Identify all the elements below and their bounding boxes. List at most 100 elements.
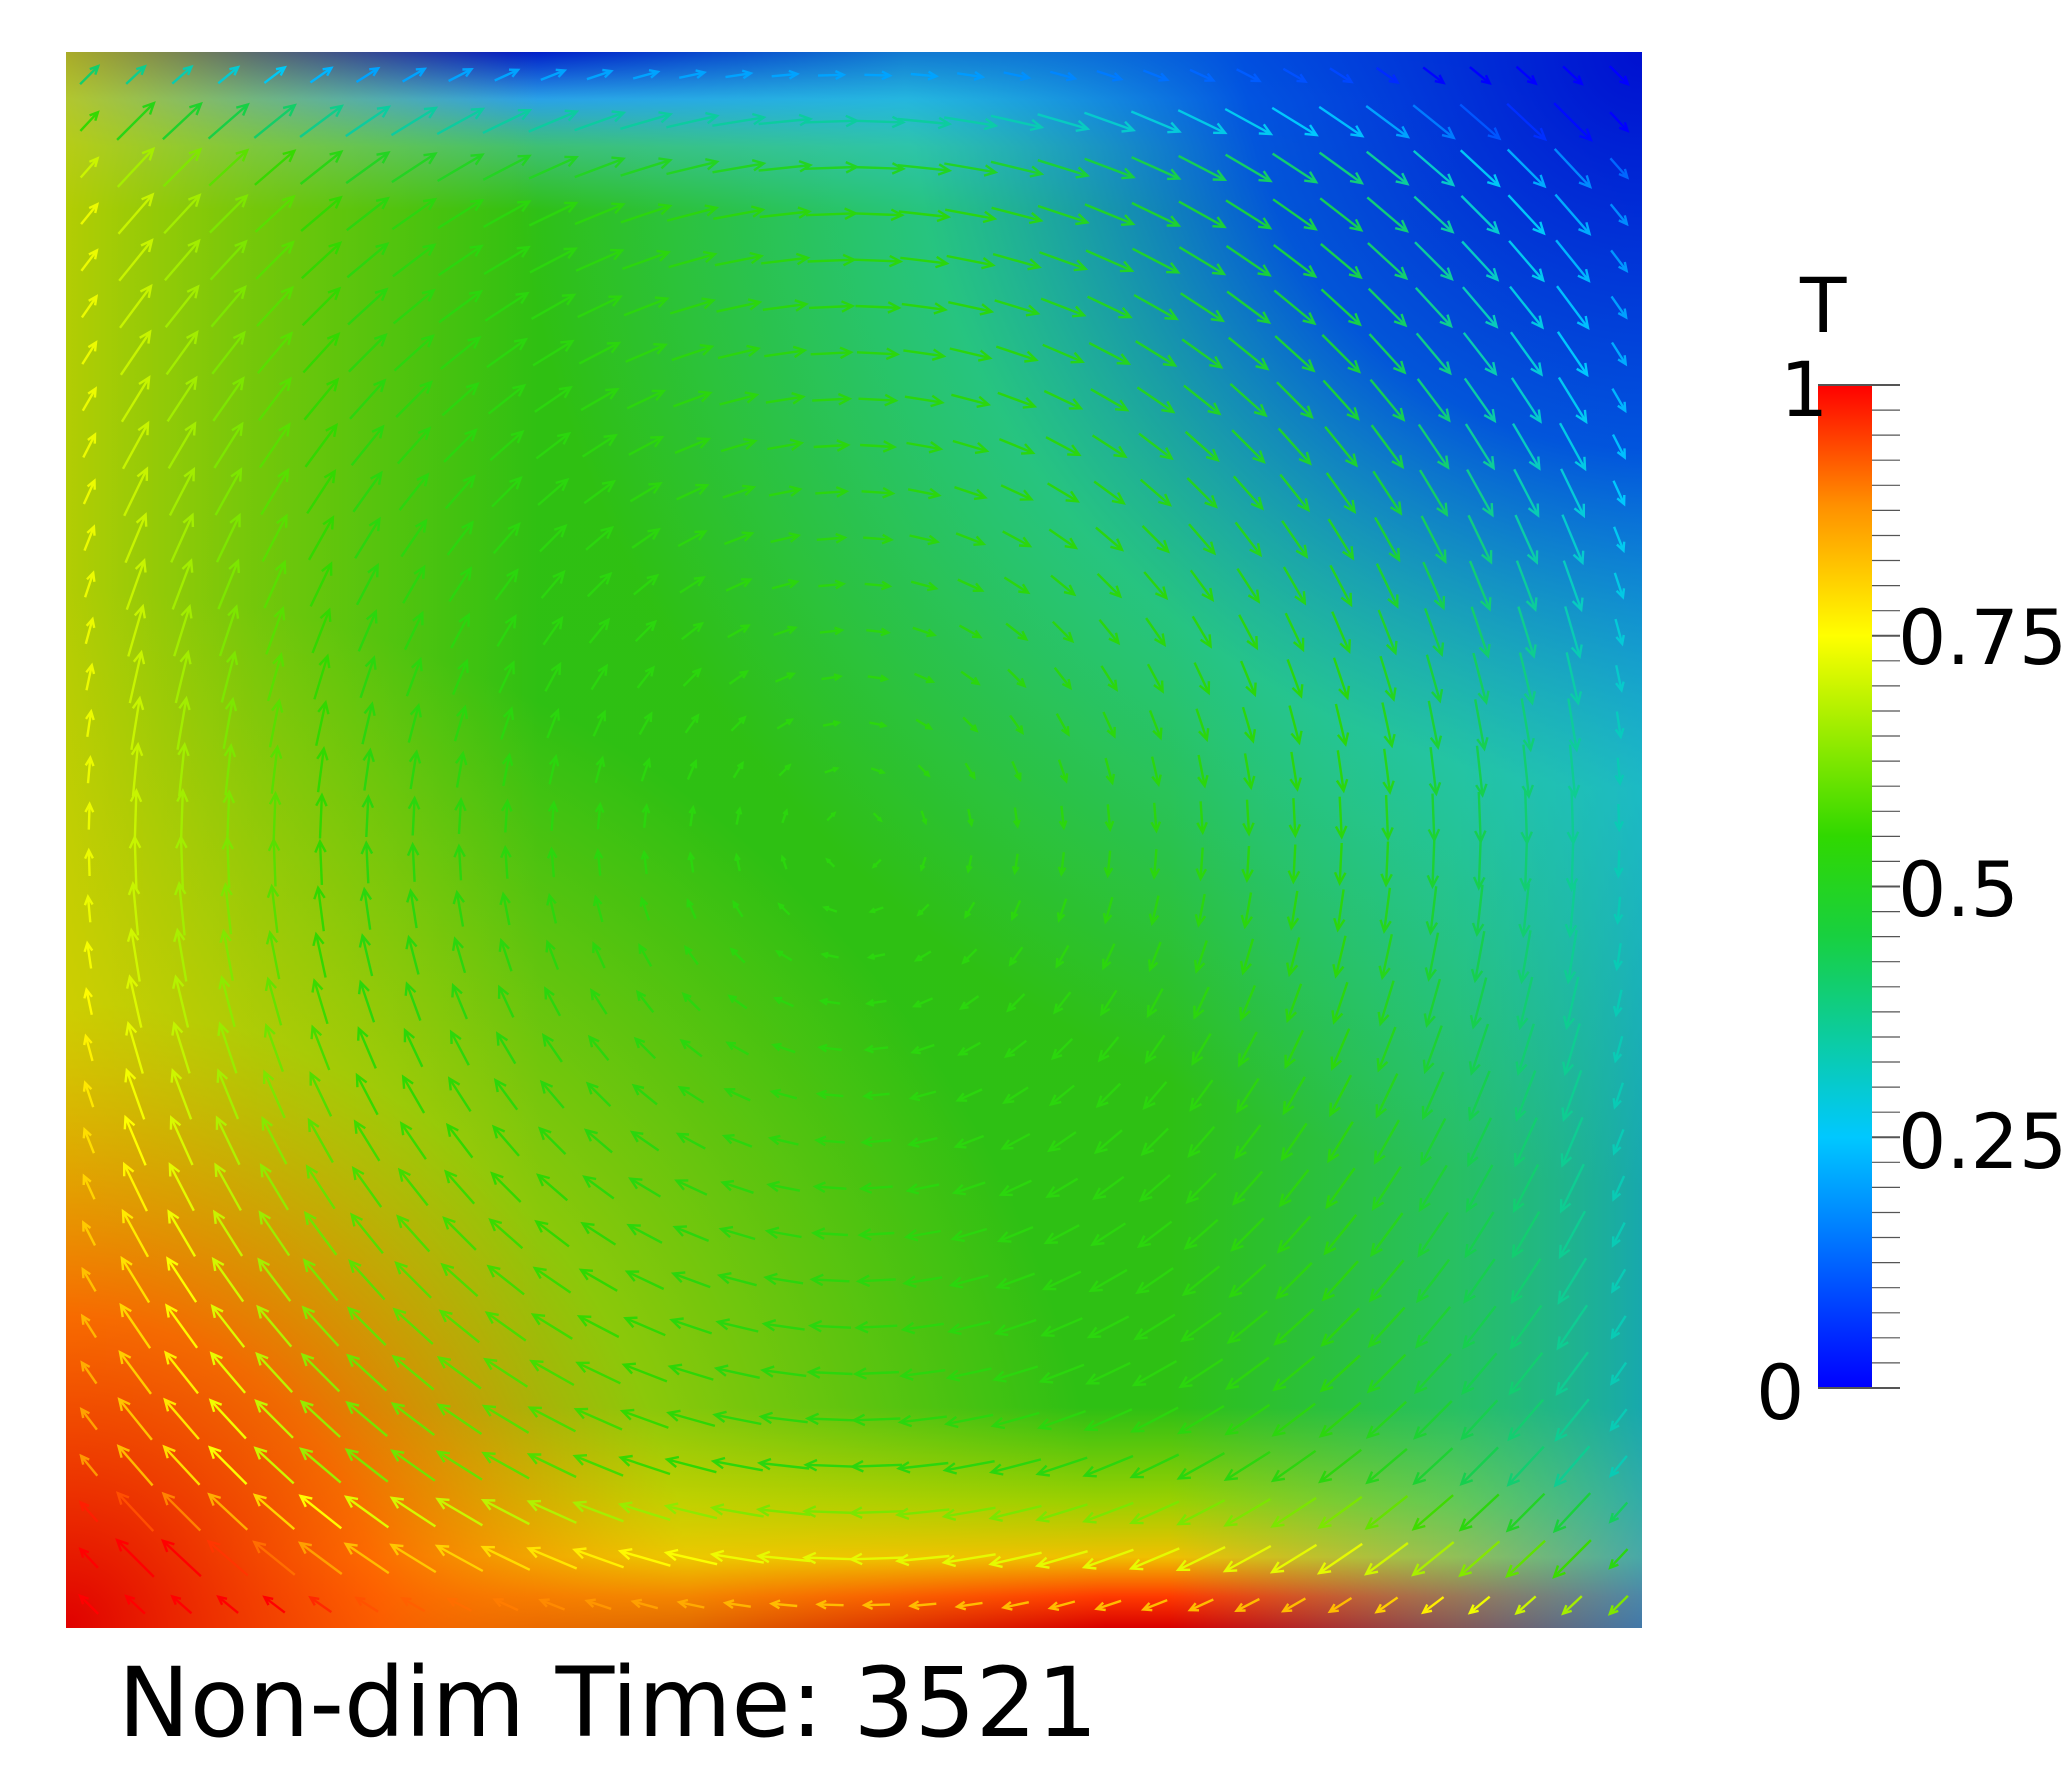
velocity-arrow: [436, 153, 484, 183]
velocity-arrow: [313, 655, 329, 700]
velocity-arrow-head: [751, 159, 767, 172]
velocity-arrow: [1096, 572, 1122, 598]
velocity-arrow-head: [328, 241, 343, 255]
velocity-arrow-head: [262, 1069, 275, 1085]
velocity-arrow-head: [375, 196, 390, 210]
velocity-arrow: [254, 1494, 296, 1531]
velocity-arrow: [318, 841, 324, 885]
velocity-arrow: [1611, 1222, 1626, 1246]
velocity-arrow: [1183, 384, 1221, 415]
velocity-arrow: [723, 1134, 753, 1148]
velocity-arrow: [1413, 195, 1454, 233]
velocity-arrow-head: [1392, 407, 1406, 422]
velocity-arrow-head: [517, 108, 533, 121]
velocity-arrow: [1425, 978, 1442, 1026]
velocity-arrow-head: [626, 1223, 641, 1236]
velocity-arrow: [1617, 850, 1621, 877]
velocity-arrow: [1459, 1540, 1501, 1577]
velocity-arrow: [217, 1595, 239, 1614]
velocity-arrow: [299, 150, 343, 185]
velocity-arrow: [486, 338, 527, 369]
velocity-arrow-head: [299, 1399, 314, 1414]
velocity-arrow: [397, 427, 431, 465]
velocity-arrow: [590, 665, 608, 691]
velocity-arrow-head: [1342, 73, 1354, 84]
velocity-arrow: [771, 72, 798, 78]
velocity-arrow: [163, 1445, 201, 1486]
velocity-arrow-head: [122, 1161, 135, 1177]
velocity-arrow-head: [667, 1363, 683, 1376]
velocity-arrow: [350, 1213, 384, 1255]
velocity-arrow: [309, 563, 333, 607]
velocity-arrow: [626, 389, 665, 410]
velocity-arrow-head: [739, 670, 750, 679]
velocity-arrow: [1048, 1131, 1077, 1152]
velocity-arrow-head: [1142, 1096, 1156, 1111]
velocity-arrow-head: [1156, 539, 1171, 554]
velocity-arrow: [1090, 388, 1128, 412]
velocity-arrow: [1282, 67, 1307, 83]
velocity-arrow: [621, 1409, 669, 1429]
velocity-arrow-head: [1367, 1334, 1382, 1348]
velocity-arrow-head: [453, 843, 466, 858]
velocity-arrow-head: [1528, 456, 1541, 471]
velocity-arrow: [86, 711, 93, 737]
velocity-arrow-head: [891, 115, 906, 129]
velocity-arrow-head: [1562, 1015, 1576, 1031]
velocity-arrow: [1414, 1400, 1453, 1439]
velocity-arrow-head: [171, 1021, 184, 1036]
velocity-arrow: [952, 1227, 988, 1241]
velocity-arrow: [439, 1310, 481, 1344]
velocity-arrow: [361, 935, 374, 977]
velocity-arrow-head: [509, 476, 523, 490]
velocity-arrow: [1562, 1069, 1583, 1120]
velocity-arrow-head: [307, 1117, 320, 1133]
velocity-arrow: [677, 530, 706, 548]
velocity-arrow: [1510, 377, 1542, 423]
velocity-arrow-head: [881, 533, 894, 545]
velocity-arrow-head: [642, 757, 652, 768]
velocity-arrow-head: [587, 1034, 600, 1048]
velocity-arrow: [535, 432, 570, 460]
velocity-arrow-head: [988, 1555, 1003, 1569]
velocity-arrow: [318, 795, 324, 839]
velocity-arrow: [1292, 844, 1297, 882]
velocity-arrow: [357, 1028, 377, 1069]
velocity-arrow-head: [84, 847, 94, 860]
velocity-arrow-head: [1230, 1238, 1244, 1252]
velocity-arrow-head: [361, 793, 375, 809]
velocity-arrow: [438, 290, 482, 324]
velocity-arrow: [1464, 1211, 1495, 1257]
velocity-arrow-head: [644, 665, 655, 677]
velocity-arrow-head: [464, 428, 478, 442]
velocity-arrow-head: [1416, 1289, 1429, 1304]
velocity-arrow-head: [658, 111, 674, 124]
velocity-arrow-head: [834, 579, 847, 590]
velocity-arrow-head: [1149, 867, 1161, 880]
velocity-arrow-head: [258, 1210, 271, 1225]
velocity-arrow-head: [1008, 957, 1018, 967]
velocity-arrow: [586, 69, 612, 81]
velocity-arrow: [1135, 1313, 1176, 1340]
velocity-arrow-head: [1210, 309, 1226, 323]
velocity-arrow-head: [600, 525, 615, 540]
velocity-arrow-head: [788, 485, 803, 497]
velocity-arrow: [1609, 1501, 1629, 1523]
velocity-arrow-head: [1458, 1564, 1473, 1578]
velocity-arrow: [990, 160, 1042, 176]
velocity-arrow-head: [167, 1209, 180, 1224]
velocity-arrow: [1184, 430, 1219, 462]
velocity-arrow: [540, 1081, 565, 1109]
velocity-arrow: [773, 1043, 796, 1054]
velocity-arrow-head: [618, 1454, 633, 1467]
velocity-arrow: [628, 1224, 663, 1244]
velocity-arrow-head: [414, 518, 428, 533]
velocity-arrow: [592, 711, 606, 737]
velocity-arrow: [439, 336, 481, 370]
velocity-arrow: [1374, 1119, 1401, 1164]
velocity-arrow-head: [628, 1177, 643, 1190]
velocity-arrow-head: [701, 297, 716, 310]
velocity-arrow: [1098, 619, 1120, 644]
velocity-arrow: [860, 1231, 895, 1237]
velocity-arrow: [346, 242, 388, 279]
